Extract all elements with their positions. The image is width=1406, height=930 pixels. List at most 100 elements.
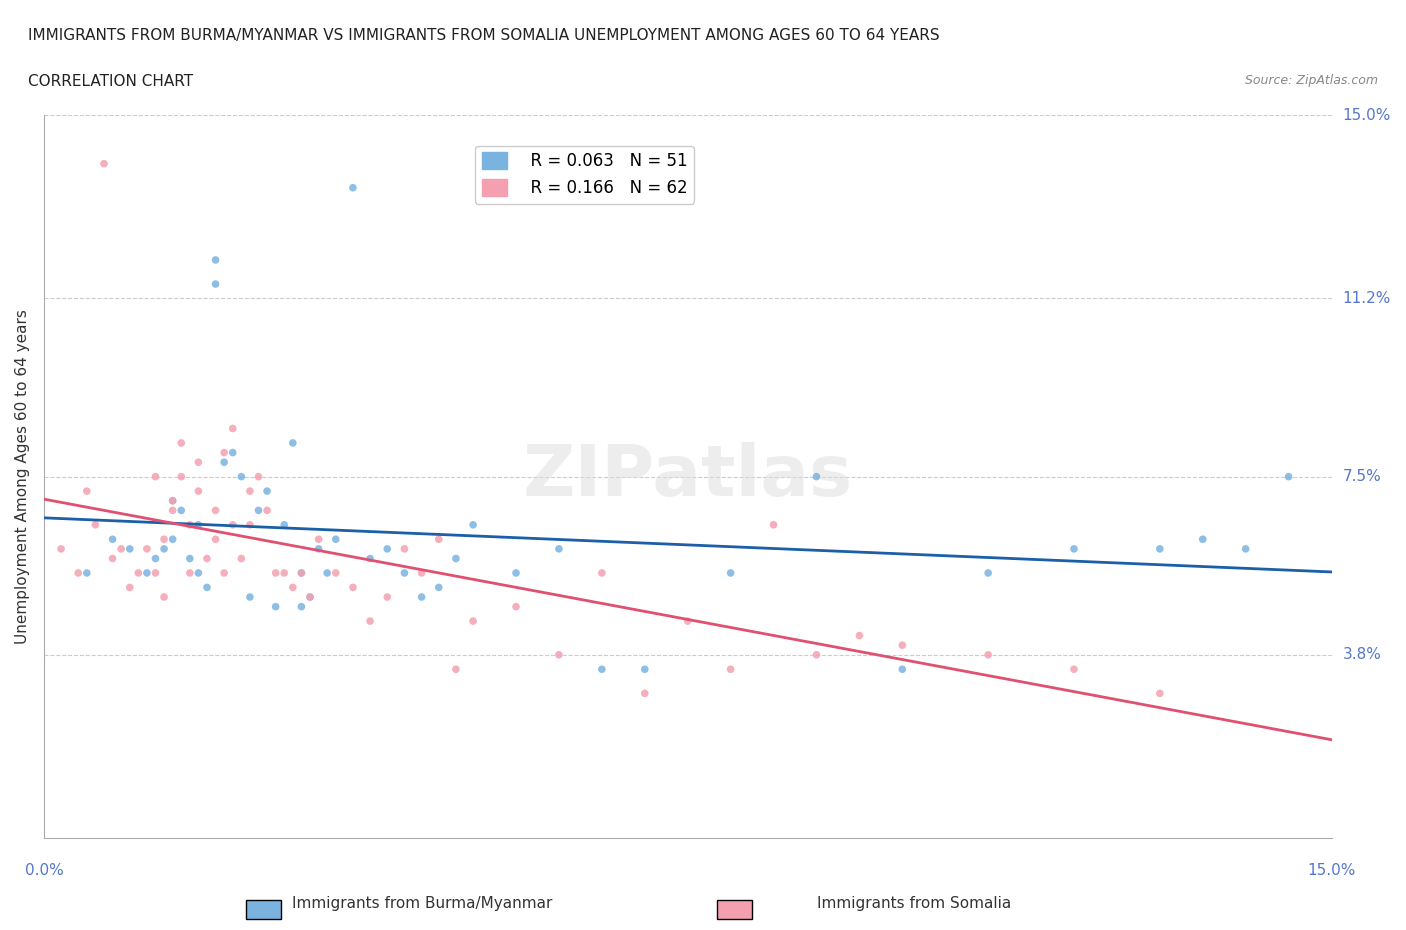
Point	[1277, 470, 1299, 485]
Point	[1063, 541, 1085, 556]
Point	[222, 517, 245, 532]
Point	[84, 517, 107, 532]
Point	[264, 599, 287, 614]
Point	[76, 484, 98, 498]
Point	[634, 662, 657, 677]
Point	[239, 590, 262, 604]
Text: 3.8%: 3.8%	[1343, 647, 1382, 662]
Point	[135, 565, 157, 580]
Point	[411, 565, 433, 580]
Point	[1149, 541, 1171, 556]
Point	[212, 455, 235, 470]
Point	[298, 590, 321, 604]
Point	[118, 580, 141, 595]
Point	[204, 532, 226, 547]
Point	[290, 599, 312, 614]
Point	[204, 276, 226, 291]
Y-axis label: Unemployment Among Ages 60 to 64 years: Unemployment Among Ages 60 to 64 years	[15, 309, 30, 644]
Point	[375, 541, 398, 556]
Point	[461, 614, 484, 629]
Point	[187, 517, 209, 532]
Point	[359, 551, 381, 566]
Point	[342, 180, 364, 195]
Text: 15.0%: 15.0%	[1308, 863, 1355, 878]
Point	[505, 565, 527, 580]
Point	[676, 614, 699, 629]
Text: Immigrants from Somalia: Immigrants from Somalia	[817, 897, 1011, 911]
Point	[591, 662, 613, 677]
Point	[256, 503, 278, 518]
Point	[891, 638, 914, 653]
Point	[212, 565, 235, 580]
Point	[118, 541, 141, 556]
Text: 7.5%: 7.5%	[1343, 469, 1381, 485]
Point	[256, 484, 278, 498]
Point	[170, 503, 193, 518]
Point	[162, 493, 184, 508]
Point	[222, 421, 245, 436]
Point	[1063, 662, 1085, 677]
Point	[101, 532, 124, 547]
Point	[93, 156, 115, 171]
Text: ZIPatlas: ZIPatlas	[523, 442, 853, 512]
Point	[505, 599, 527, 614]
Point	[444, 551, 467, 566]
Point	[204, 503, 226, 518]
Point	[264, 565, 287, 580]
Text: Immigrants from Burma/Myanmar: Immigrants from Burma/Myanmar	[291, 897, 553, 911]
Point	[135, 541, 157, 556]
Point	[806, 647, 828, 662]
Point	[179, 551, 201, 566]
Point	[977, 565, 1000, 580]
Point	[145, 565, 167, 580]
Point	[231, 551, 253, 566]
Point	[49, 541, 72, 556]
Point	[1149, 686, 1171, 701]
Point	[239, 484, 262, 498]
Point	[394, 541, 416, 556]
Point	[548, 647, 571, 662]
Point	[162, 503, 184, 518]
Point	[891, 662, 914, 677]
Point	[290, 565, 312, 580]
Point	[634, 686, 657, 701]
Text: 11.2%: 11.2%	[1343, 291, 1391, 306]
Point	[1191, 532, 1213, 547]
Point	[806, 470, 828, 485]
Point	[187, 455, 209, 470]
Point	[325, 532, 347, 547]
Point	[394, 565, 416, 580]
Point	[298, 590, 321, 604]
Point	[591, 565, 613, 580]
Point	[179, 565, 201, 580]
Point	[444, 662, 467, 677]
Point	[461, 517, 484, 532]
Point	[375, 590, 398, 604]
Point	[145, 551, 167, 566]
Text: IMMIGRANTS FROM BURMA/MYANMAR VS IMMIGRANTS FROM SOMALIA UNEMPLOYMENT AMONG AGES: IMMIGRANTS FROM BURMA/MYANMAR VS IMMIGRA…	[28, 28, 939, 43]
Point	[222, 445, 245, 460]
Point	[195, 580, 218, 595]
Point	[170, 470, 193, 485]
Point	[76, 565, 98, 580]
Point	[247, 503, 270, 518]
Point	[110, 541, 132, 556]
Point	[342, 580, 364, 595]
Point	[273, 517, 295, 532]
Point	[427, 580, 450, 595]
Point	[720, 565, 742, 580]
Point	[977, 647, 1000, 662]
Point	[162, 532, 184, 547]
Point	[153, 532, 176, 547]
Point	[187, 565, 209, 580]
Point	[281, 435, 304, 450]
Text: CORRELATION CHART: CORRELATION CHART	[28, 74, 193, 89]
Point	[308, 541, 330, 556]
Point	[187, 484, 209, 498]
Point	[195, 551, 218, 566]
Point	[720, 662, 742, 677]
Point	[212, 445, 235, 460]
Point	[127, 565, 149, 580]
Point	[359, 614, 381, 629]
Point	[231, 470, 253, 485]
